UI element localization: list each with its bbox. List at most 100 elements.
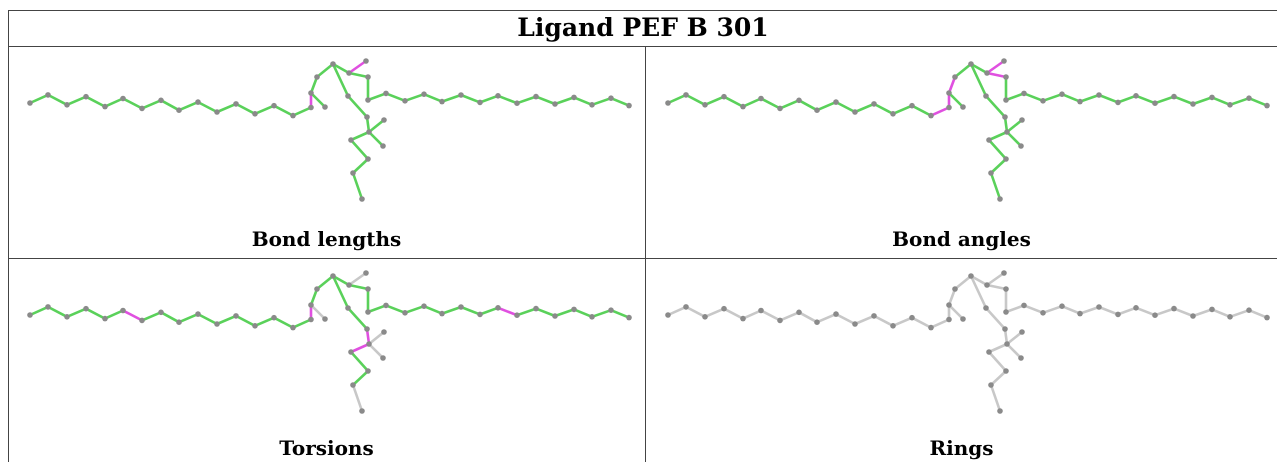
bond [1210,308,1232,319]
atom [1019,329,1025,335]
bond [422,92,444,103]
bond [346,306,369,331]
panel-rings: Rings [646,259,1277,462]
atom [514,100,520,106]
atom [495,93,501,99]
atom [984,282,990,288]
bond [196,312,219,326]
bond [985,283,1008,291]
bond [1041,92,1064,103]
panel-bond-angles: Bond angles [646,47,1277,258]
bond [28,305,50,317]
atom [102,103,108,110]
bond [929,318,951,329]
atom [1096,92,1102,98]
bond [309,91,327,109]
bond [778,310,801,322]
atom [589,102,595,108]
atom [946,316,952,323]
bond [367,330,386,346]
atom [346,70,352,76]
bond [987,342,1009,354]
bond [496,94,519,105]
atom [758,307,764,314]
column-divider [645,46,646,462]
atom [997,196,1003,202]
bond [496,306,519,317]
bond [1191,96,1214,106]
atom [626,314,632,321]
atom [421,303,427,309]
bond [140,310,163,322]
atom [495,305,501,311]
bond [440,305,463,315]
bond [478,94,500,104]
bond [985,271,1006,287]
bond [478,306,500,316]
atom [1115,311,1121,318]
bond [366,92,388,102]
bond [987,130,1009,142]
bond [103,309,125,320]
bond [590,96,613,107]
bond [1004,304,1026,314]
atom [777,105,783,112]
atom [322,104,328,110]
atom [176,319,182,325]
atom [1190,313,1196,319]
atom [665,312,671,318]
bond [367,342,385,360]
bond [315,62,335,79]
atom [1152,100,1158,106]
atom [120,307,126,314]
panel-caption: Bond lengths [251,227,402,251]
atom [852,109,858,115]
atom [1246,307,1252,313]
bond [666,93,688,105]
bond [1153,307,1176,317]
atom [626,102,632,109]
panel-bond-lengths: Bond lengths [8,47,645,258]
atom [27,312,33,318]
bond [515,307,538,317]
bond [1172,95,1195,106]
atom [45,92,51,98]
atom [365,97,371,103]
atom [852,321,858,327]
atom [381,329,387,335]
atom [552,101,558,107]
atom [1246,95,1252,101]
bond [1041,304,1064,315]
bond [703,95,726,107]
bond [349,130,371,142]
bond [331,274,350,310]
atom [1003,97,1009,103]
bond [987,350,1008,373]
bond [349,350,370,373]
bond [422,304,444,315]
atom [139,317,145,324]
atom [983,305,989,311]
atom [364,114,370,120]
atom [1019,117,1025,123]
bond [177,312,200,324]
bond [346,94,369,119]
bond [891,104,914,116]
bond [985,59,1006,75]
atom [1021,90,1027,97]
row-divider [8,258,1277,259]
atom [702,102,708,108]
bond [969,62,988,98]
atom [308,104,314,111]
molecule-diagram-rings [665,270,1270,414]
bond [234,314,257,328]
bond [910,316,933,329]
atom [968,273,974,279]
atom [871,101,877,107]
bond [572,308,594,319]
bond [853,314,876,326]
bond [403,304,426,315]
atom [833,311,839,317]
atom [1152,312,1158,318]
bond [84,307,107,320]
